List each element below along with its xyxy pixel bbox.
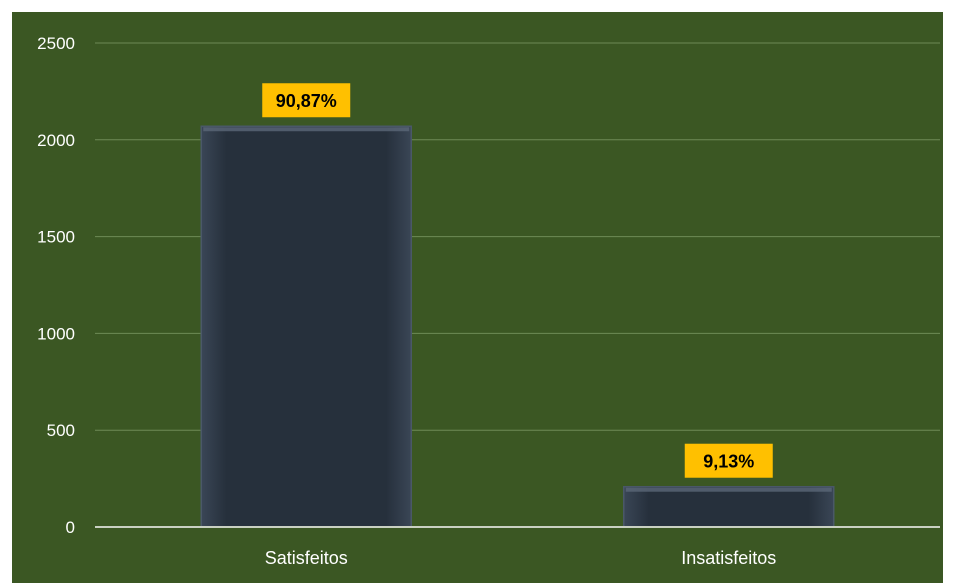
data-label-box [684,443,773,478]
data-label: 90,87% [276,91,337,111]
x-axis-ticks: Satisfeitos Insatisfeitos [265,548,777,568]
y-tick-label: 0 [66,518,75,537]
y-tick-label: 500 [47,421,75,440]
bars [200,125,835,528]
data-labels: 90,87% 9,13% [262,83,773,478]
y-tick-label: 1500 [37,228,75,247]
x-tick-label: Satisfeitos [265,548,348,568]
bar-bevel [203,127,410,132]
y-tick-label: 2500 [37,34,75,53]
bar-insatisfeitos [623,485,835,528]
bar-satisfeitos [200,125,412,528]
bar-bevel [625,487,832,492]
x-tick-label: Insatisfeitos [681,548,776,568]
y-tick-label: 1000 [37,324,75,343]
data-label-box [262,83,351,118]
data-label: 9,13% [703,452,754,472]
y-axis-ticks: 0 500 1000 1500 2000 2500 [37,34,75,537]
y-tick-label: 2000 [37,131,75,150]
